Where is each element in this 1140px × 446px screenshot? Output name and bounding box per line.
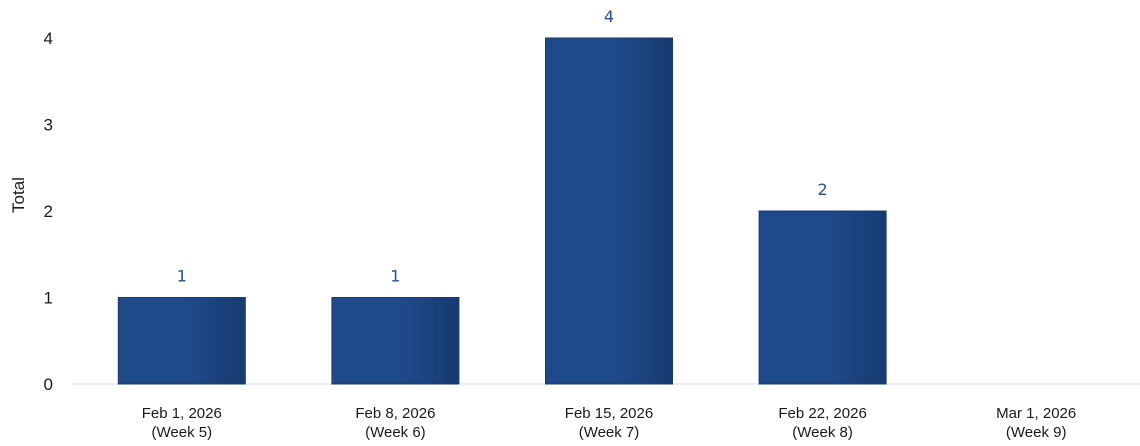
y-axis: Total 0 1 2 3 4 — [9, 29, 53, 394]
y-tick-label: 2 — [44, 202, 53, 221]
y-tick-label: 0 — [44, 375, 53, 394]
x-tick-label: Feb 15, 2026 (Week 7) — [565, 405, 653, 441]
data-label: 1 — [177, 267, 187, 286]
x-axis: Feb 1, 2026 (Week 5) Feb 8, 2026 (Week 6) Fe… — [142, 405, 1076, 441]
x-tick-label: Feb 8, 2026 (Week 6) — [355, 405, 435, 441]
bar[interactable] — [545, 37, 673, 385]
bar[interactable] — [331, 297, 460, 385]
x-tick-label: Feb 22, 2026 (Week 8) — [778, 405, 866, 441]
y-axis-title: Total — [9, 177, 28, 213]
y-tick-label: 4 — [44, 29, 53, 48]
bar[interactable] — [758, 210, 887, 385]
bar[interactable] — [117, 297, 246, 385]
data-label: 2 — [818, 180, 828, 199]
x-tick-label: Mar 1, 2026 (Week 9) — [996, 405, 1076, 441]
data-label: 4 — [604, 7, 614, 26]
bars-group: 1 1 4 2 — [117, 7, 887, 385]
y-tick-label: 3 — [44, 116, 53, 135]
x-tick-label: Feb 1, 2026 (Week 5) — [142, 405, 222, 441]
data-label: 1 — [390, 267, 400, 286]
y-tick-label: 1 — [44, 289, 53, 308]
